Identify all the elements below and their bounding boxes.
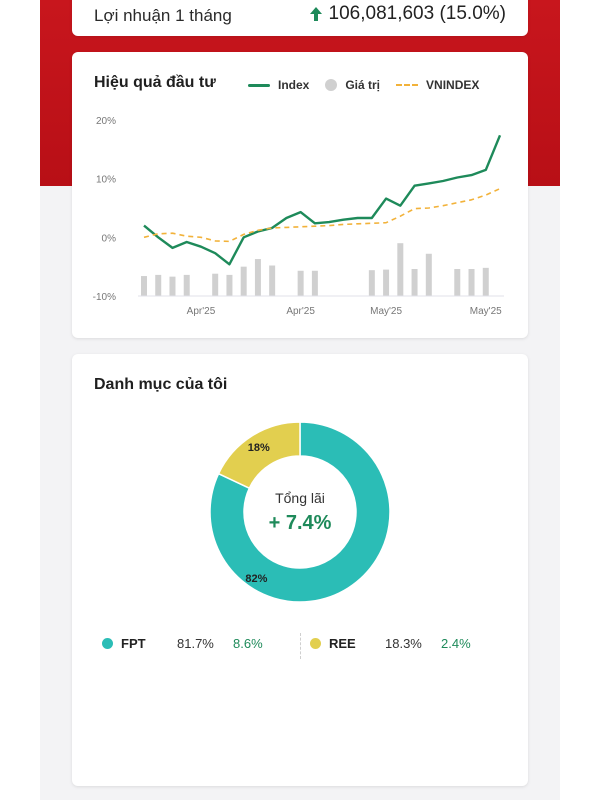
value-bar: [141, 276, 147, 296]
y-tick-label: 0%: [102, 233, 117, 244]
x-tick-label: Apr'25: [187, 306, 216, 317]
portfolio-title: Danh mục của tôi: [94, 376, 228, 393]
legend-divider: [300, 633, 301, 659]
portfolio-donut[interactable]: 82% 18% Tổng lãi + 7.4%: [208, 420, 392, 604]
donut-chart: 82% 18%: [209, 421, 391, 603]
value-bar: [183, 274, 190, 296]
holding-gain: 2.4%: [441, 636, 471, 651]
legend-vnindex-label: VNINDEX: [426, 78, 480, 92]
y-tick-label: 10%: [96, 175, 116, 186]
y-tick-label: -10%: [93, 292, 116, 303]
legend-value-label: Giá trị: [345, 78, 381, 92]
vnindex-line: [143, 187, 501, 243]
legend-vnindex[interactable]: VNINDEX: [396, 78, 479, 92]
profit-value: 106,081,603 (15.0%): [328, 3, 506, 24]
left-margin: [0, 0, 40, 800]
x-tick-label: Apr'25: [286, 306, 315, 317]
value-bar: [468, 269, 475, 296]
donut-slice-ree[interactable]: [217, 421, 301, 490]
total-gain-value: + 7.4%: [268, 511, 332, 534]
value-bar: [169, 276, 176, 296]
donut-label-ree: 18%: [248, 442, 270, 454]
donut-center: Tổng lãi + 7.4%: [208, 420, 392, 604]
value-bar: [411, 269, 418, 296]
portfolio-legend: FPT 81.7% 8.6% REE 18.3% 2.4%: [102, 633, 502, 659]
value-bar: [297, 270, 304, 296]
value-bar: [269, 265, 276, 296]
x-tick-label: May'25: [370, 306, 402, 317]
value-bar: [226, 274, 233, 296]
value-bar: [383, 269, 390, 296]
performance-title: Hiệu quả đầu tư: [94, 74, 216, 91]
value-bar: [425, 253, 432, 296]
total-gain-label: Tổng lãi: [275, 489, 325, 506]
value-bar: [482, 267, 489, 296]
value-bar: [454, 269, 461, 296]
value-bar: [240, 266, 247, 296]
profit-card: Lợi nhuận 1 tháng 106,081,603 (15.0%): [72, 0, 528, 36]
x-tick-label: May'25: [470, 306, 502, 317]
legend-index-swatch: [248, 83, 270, 87]
value-bar: [155, 274, 162, 296]
y-tick-label: 20%: [96, 116, 116, 127]
value-bar: [254, 259, 261, 296]
value-bar: [311, 270, 318, 296]
legend-index-label: Index: [278, 78, 310, 92]
performance-card: Hiệu quả đầu tư Index Giá trị VNINDEX 20…: [72, 52, 528, 338]
profit-value-group: 106,081,603 (15.0%): [309, 3, 506, 25]
arrow-up-icon: [309, 7, 322, 21]
right-margin: [560, 0, 600, 800]
holding-name: REE: [329, 636, 356, 651]
legend-value-swatch: [325, 79, 338, 91]
legend-value[interactable]: Giá trị: [325, 78, 380, 92]
fpt-dot: [102, 638, 113, 649]
value-bar: [397, 243, 404, 296]
holding-fpt[interactable]: FPT 81.7% 8.6%: [102, 636, 263, 651]
profit-label: Lợi nhuận 1 tháng: [94, 6, 232, 25]
holding-percent: 18.3%: [385, 636, 422, 651]
value-bar: [212, 273, 219, 296]
holding-name: FPT: [121, 636, 146, 651]
donut-slice-fpt[interactable]: [209, 421, 391, 603]
legend-vnindex-swatch: [396, 84, 419, 86]
performance-chart[interactable]: 20% 10% 0% -10% Apr'25 Apr'25 May'25 May'25: [72, 108, 528, 332]
index-line: [143, 134, 502, 266]
holding-percent: 81.7%: [177, 636, 214, 651]
chart-legend: Index Giá trị VNINDEX: [248, 78, 495, 92]
donut-label-fpt: 82%: [245, 573, 267, 585]
holding-ree[interactable]: REE 18.3% 2.4%: [310, 636, 471, 651]
holding-gain: 8.6%: [233, 636, 263, 651]
value-bar: [368, 270, 375, 296]
ree-dot: [310, 638, 321, 649]
portfolio-card: Danh mục của tôi 82% 18% Tổng lãi + 7.4% …: [72, 354, 528, 786]
legend-index[interactable]: Index: [248, 78, 309, 92]
